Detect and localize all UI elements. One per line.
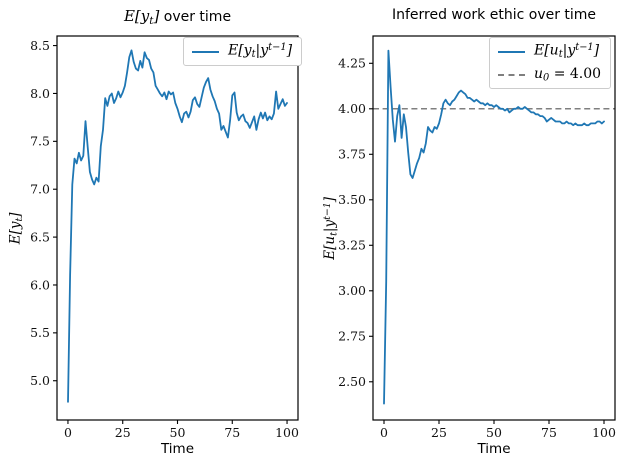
right-y-tick-label: 2.75	[338, 329, 366, 344]
left-y-tick-label: 7.5	[30, 134, 50, 149]
right-y-tick-label: 3.25	[338, 238, 366, 253]
left-chart-title: E[yt] over time	[57, 7, 298, 27]
legend-entry: E[ut|yt−1]	[498, 41, 601, 62]
right-x-axis-label: Time	[477, 441, 511, 457]
right-y-tick-label: 3.50	[338, 192, 366, 207]
legend-entry: E[yt|yt−1]	[192, 41, 292, 62]
legend-entry: u0 = 4.00	[498, 64, 601, 85]
left-axes-frame	[56, 35, 299, 421]
left-y-tick-label: 8.0	[30, 86, 50, 101]
left-title-text: over time	[159, 9, 232, 25]
left-x-tick-label: 75	[224, 425, 240, 440]
left-y-tick-label: 6.0	[30, 277, 50, 292]
right-y-axis-label: E[ut|yt−1]	[321, 196, 340, 260]
left-y-axis-label: E[yt]	[7, 212, 26, 244]
right-y-tick-label: 4.25	[338, 56, 366, 71]
left-x-tick-label: 25	[115, 425, 131, 440]
right-series-line-0	[383, 49, 605, 405]
legend-label: E[ut|yt−1]	[534, 42, 600, 61]
left-y-tick-label: 7.0	[30, 182, 50, 197]
legend-label: E[yt|yt−1]	[228, 42, 293, 61]
right-y-tick-label: 4.00	[338, 101, 366, 116]
right-x-tick-label: 25	[431, 425, 447, 440]
right-x-tick-label: 0	[380, 425, 388, 440]
right-x-tick-label: 100	[592, 425, 616, 440]
right-x-tick-label: 75	[541, 425, 557, 440]
left-x-tick-label: 100	[275, 425, 299, 440]
solid-line-sample-icon	[192, 50, 219, 53]
left-y-tick-label: 5.0	[30, 373, 50, 388]
left-y-tick-label: 8.5	[30, 38, 50, 53]
left-series-line-0	[67, 49, 288, 403]
left-x-tick-label: 0	[64, 425, 72, 440]
right-chart-title: Inferred work ethic over time	[391, 7, 597, 23]
right-y-tick-label: 2.50	[338, 374, 366, 389]
dashed-line-sample-icon	[498, 73, 525, 76]
right-y-tick-label: 3.75	[338, 147, 366, 162]
right-legend: E[ut|yt−1] u0 = 4.00	[489, 37, 612, 89]
right-axes-frame	[372, 35, 616, 421]
solid-line-sample-icon	[498, 50, 525, 53]
left-y-tick-label: 5.5	[30, 325, 50, 340]
left-legend: E[yt|yt−1]	[183, 37, 303, 66]
left-title-math: E[yt]	[123, 7, 160, 27]
right-x-tick-label: 50	[486, 425, 502, 440]
left-y-tick-label: 6.5	[30, 229, 50, 244]
legend-label: u0 = 4.00	[534, 65, 602, 84]
right-y-tick-label: 3.00	[338, 283, 366, 298]
left-x-axis-label: Time	[160, 441, 195, 457]
left-x-tick-label: 50	[170, 425, 186, 440]
